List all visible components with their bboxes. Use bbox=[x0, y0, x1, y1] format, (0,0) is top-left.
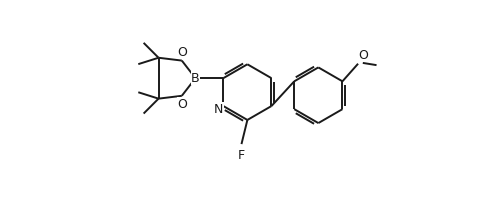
Text: N: N bbox=[214, 103, 223, 116]
Text: F: F bbox=[238, 149, 245, 162]
Text: O: O bbox=[358, 49, 368, 62]
Text: O: O bbox=[178, 98, 188, 111]
Text: B: B bbox=[191, 72, 200, 85]
Text: O: O bbox=[178, 46, 188, 59]
